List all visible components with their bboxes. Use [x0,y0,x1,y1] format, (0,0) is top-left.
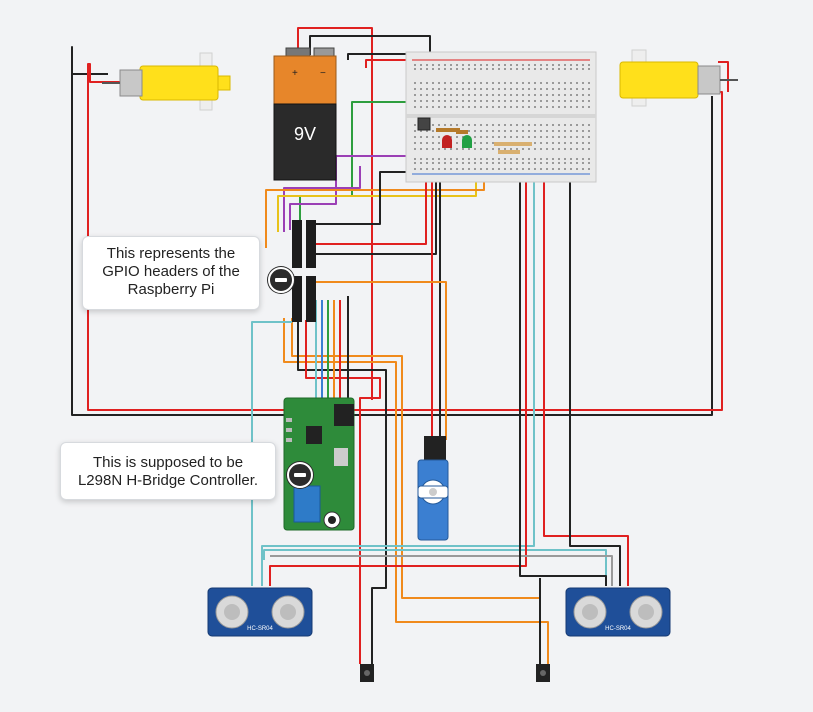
wire-cyan-lower[interactable] [263,549,607,586]
wire-black-right-motor[interactable] [348,96,713,416]
wire-purple-gpio[interactable] [289,155,426,230]
collapse-minus-icon[interactable] [268,267,294,293]
right-ultrasonic-sensor[interactable]: HC-SR04 [565,587,671,637]
wire-black-right-sensor[interactable] [569,176,621,586]
wire-red-bb-rail[interactable] [365,59,422,68]
gpio-headers[interactable] [292,220,316,322]
wire-orange-right-sensor[interactable] [395,598,549,664]
wire-red-left-sensor[interactable] [269,176,527,586]
wire-red-battery[interactable] [297,27,373,400]
wire-red-rm-top[interactable] [718,61,729,92]
l298n-h-bridge[interactable] [283,397,355,531]
battery-9v[interactable]: + − 9V [273,47,337,181]
breadboard[interactable] [405,51,597,183]
green-led[interactable] [462,135,472,148]
hbridge-callout: This is supposed to be L298N H-Bridge Co… [60,442,276,500]
hbridge-callout-text: This is supposed to be L298N H-Bridge Co… [77,454,259,489]
wire-black-gpio2[interactable] [310,176,437,255]
battery-plus-label: + [292,68,298,79]
wire-red-hb[interactable] [305,320,381,664]
breadboard-components [417,117,532,154]
wire-black-right-sensor2[interactable] [519,176,607,586]
left-switch[interactable] [360,664,374,682]
wire-black-hb[interactable] [297,320,387,664]
right-sensor-label: HC-SR04 [605,626,631,632]
gpio-callout-text: This represents the GPIO headers of the … [102,245,240,298]
left-dc-motor[interactable] [102,52,231,111]
wire-cyan-left-sensor2[interactable] [261,176,535,586]
left-sensor-label: HC-SR04 [247,626,273,632]
push-button[interactable] [417,117,431,131]
wire-red-right-sensor[interactable] [543,176,629,586]
wire-orange-servo[interactable] [316,281,447,440]
servo-motor[interactable] [417,436,449,541]
wires [71,27,729,664]
right-switch[interactable] [536,664,550,682]
wire-red-gpio[interactable] [306,174,427,245]
gpio-callout: This represents the GPIO headers of the … [82,236,260,310]
wire-purple-gpio2[interactable] [283,166,361,232]
wire-red-left-motor[interactable] [87,63,330,411]
left-ultrasonic-sensor[interactable]: HC-SR04 [207,587,313,637]
wire-black-left-motor[interactable] [71,46,348,416]
battery-minus-label: − [320,68,326,79]
right-dc-motor[interactable] [619,49,738,107]
red-led[interactable] [442,135,452,148]
wire-gray-right-sensor[interactable] [270,555,613,586]
battery-label: 9V [294,124,316,144]
wire-black-gpio[interactable] [312,171,426,225]
collapse-minus-icon[interactable] [287,462,313,488]
